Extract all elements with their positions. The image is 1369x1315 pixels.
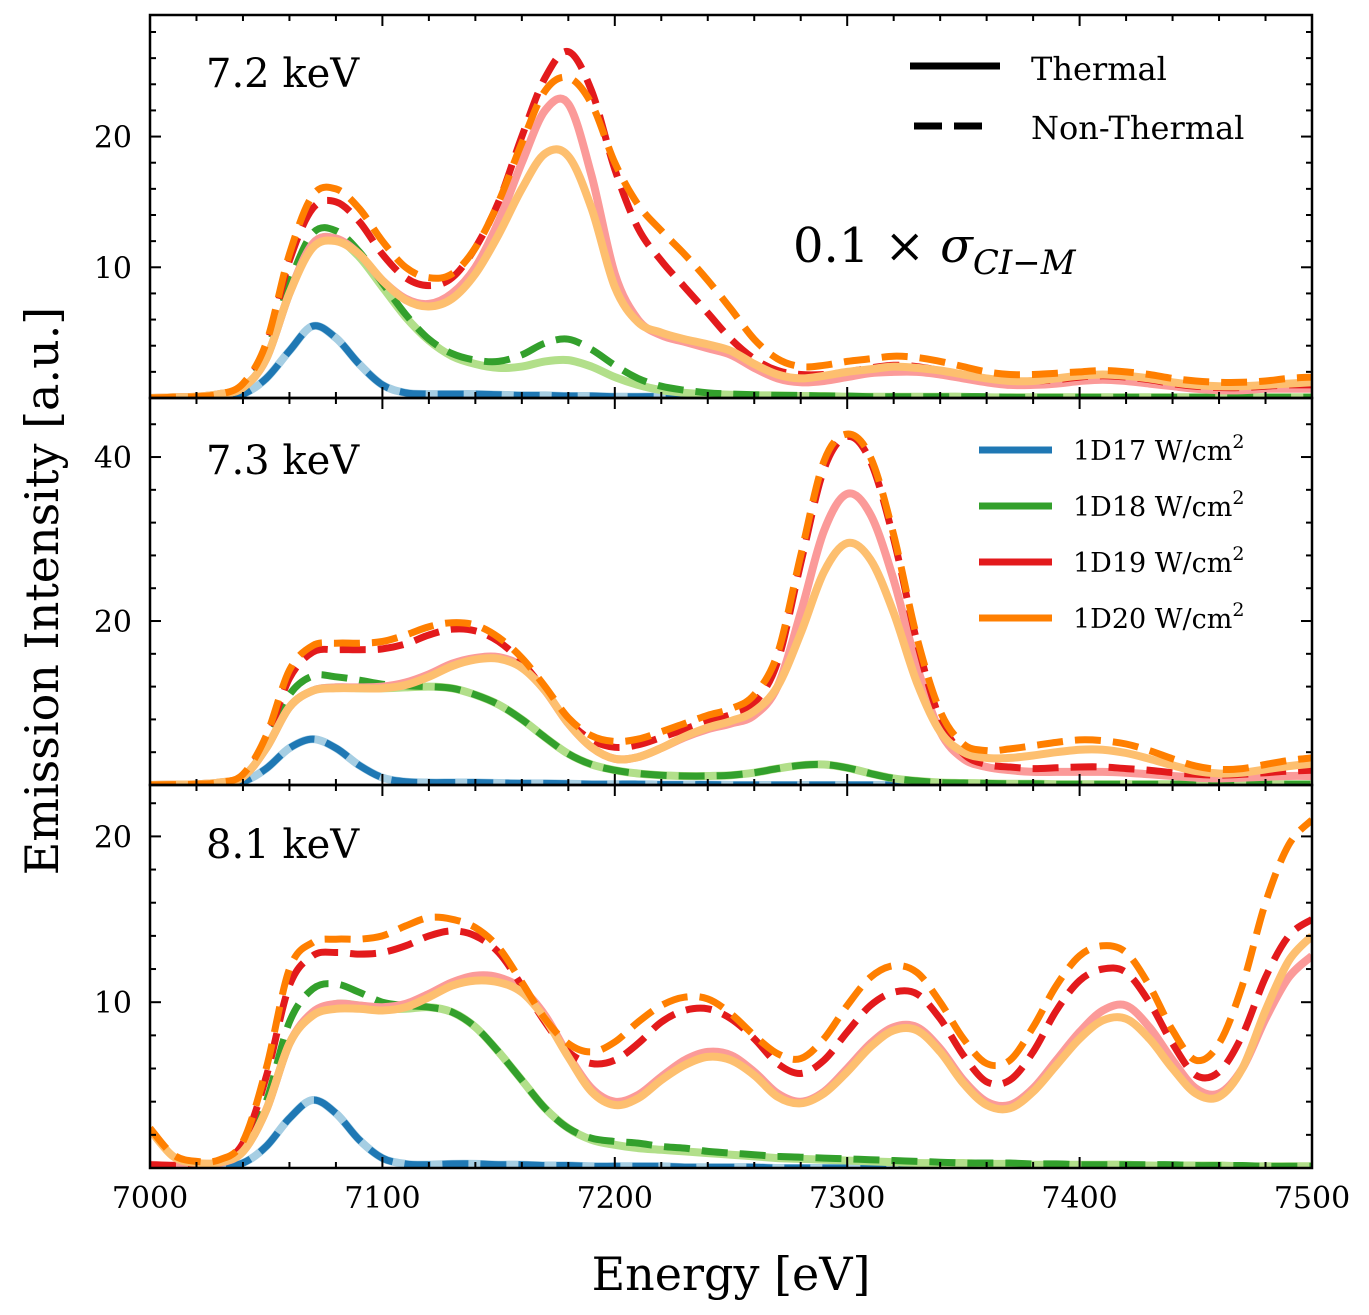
legend-label-1: 1D18 W/cm2 bbox=[1073, 487, 1244, 523]
x-tick-label: 7100 bbox=[344, 1181, 420, 1216]
linestyle-legend: Thermal Non-Thermal bbox=[910, 50, 1244, 147]
series-1-1d17-w-cm2-non-thermal bbox=[150, 735, 1312, 785]
series-1-1d19-w-cm2-non-thermal bbox=[150, 432, 1312, 785]
series-2-1d20-w-cm2-thermal bbox=[150, 933, 1312, 1168]
legend-label-2: 1D19 W/cm2 bbox=[1073, 543, 1244, 579]
x-tick-label: 7500 bbox=[1274, 1181, 1350, 1216]
annotation-sigma: σ bbox=[940, 218, 974, 274]
panel-label-7-2-kev: 7.2 keV bbox=[206, 51, 360, 97]
series-0-1d17-w-cm2-thermal bbox=[150, 321, 1312, 398]
series-0-1d17-w-cm2-non-thermal bbox=[150, 322, 1312, 398]
series-1-1d20-w-cm2-non-thermal bbox=[150, 430, 1312, 785]
panel-2-frame bbox=[148, 783, 1314, 1170]
panel-label-7-3-kev: 7.3 keV bbox=[206, 438, 360, 484]
legend-nonthermal-label: Non-Thermal bbox=[1031, 109, 1244, 147]
x-tick-label: 7300 bbox=[809, 1181, 885, 1216]
panel-2-y-tick-label: 20 bbox=[94, 820, 132, 855]
series-1-1d20-w-cm2-thermal bbox=[150, 538, 1312, 785]
panel-2-y-tick-label: 10 bbox=[94, 986, 132, 1021]
x-axis-title: Energy [eV] bbox=[592, 1247, 871, 1301]
x-tick-labels: 7000 7100 7200 7300 7400 7500 bbox=[112, 1181, 1350, 1216]
panel-1-y-tick-label: 40 bbox=[94, 441, 132, 476]
legend-label-3: 1D20 W/cm2 bbox=[1073, 599, 1244, 635]
series-2-1d19-w-cm2-thermal bbox=[150, 952, 1312, 1168]
x-tick-label: 7400 bbox=[1041, 1181, 1117, 1216]
panel-1-y-tick-label: 20 bbox=[94, 605, 132, 640]
cross-section-annotation: 0.1 × σCI−M bbox=[793, 218, 1077, 283]
panel-0-y-tick-label: 20 bbox=[94, 121, 132, 156]
intensity-legend: 1D17 W/cm2 1D18 W/cm2 1D19 W/cm2 1D20 W/cm2 bbox=[979, 431, 1244, 635]
legend-thermal-label: Thermal bbox=[1031, 50, 1167, 88]
annotation-prefix: 0.1 × bbox=[793, 218, 940, 274]
series-0-1d20-w-cm2-non-thermal bbox=[150, 73, 1312, 398]
panel-0-plot-area bbox=[150, 48, 1312, 398]
legend-label-0: 1D17 W/cm2 bbox=[1073, 431, 1244, 467]
annotation-subscript: CI−M bbox=[973, 243, 1077, 283]
y-axis-title: Emission Intensity [a.u.] bbox=[15, 307, 69, 876]
panel-2-plot-area bbox=[150, 817, 1312, 1168]
series-2-1d20-w-cm2-non-thermal bbox=[150, 817, 1312, 1166]
panel-label-8-1-kev: 8.1 keV bbox=[206, 822, 360, 868]
panel-0-y-tick-label: 10 bbox=[94, 251, 132, 286]
series-0-1d20-w-cm2-thermal bbox=[150, 145, 1312, 398]
x-tick-label: 7000 bbox=[112, 1181, 188, 1216]
x-tick-label: 7200 bbox=[577, 1181, 653, 1216]
series-2-1d19-w-cm2-non-thermal bbox=[150, 916, 1312, 1168]
